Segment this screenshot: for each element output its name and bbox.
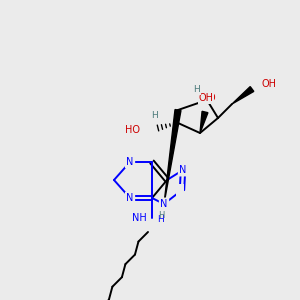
Text: N: N [126,193,134,203]
Text: HO: HO [125,125,140,135]
Text: N: N [160,199,168,209]
Text: N: N [160,199,168,209]
Polygon shape [200,111,208,133]
Text: N: N [179,165,187,175]
Text: H: H [152,112,158,121]
Text: N: N [126,157,134,167]
Text: O: O [207,93,215,103]
Text: N: N [179,165,187,175]
Text: OH: OH [262,79,277,89]
Text: H: H [157,214,164,224]
Text: H: H [158,212,164,220]
Text: N: N [126,193,134,203]
Polygon shape [232,87,254,104]
Text: OH: OH [199,93,214,103]
Text: H: H [194,85,200,94]
Text: N: N [126,157,134,167]
Polygon shape [164,110,181,204]
Text: NH: NH [132,213,147,223]
